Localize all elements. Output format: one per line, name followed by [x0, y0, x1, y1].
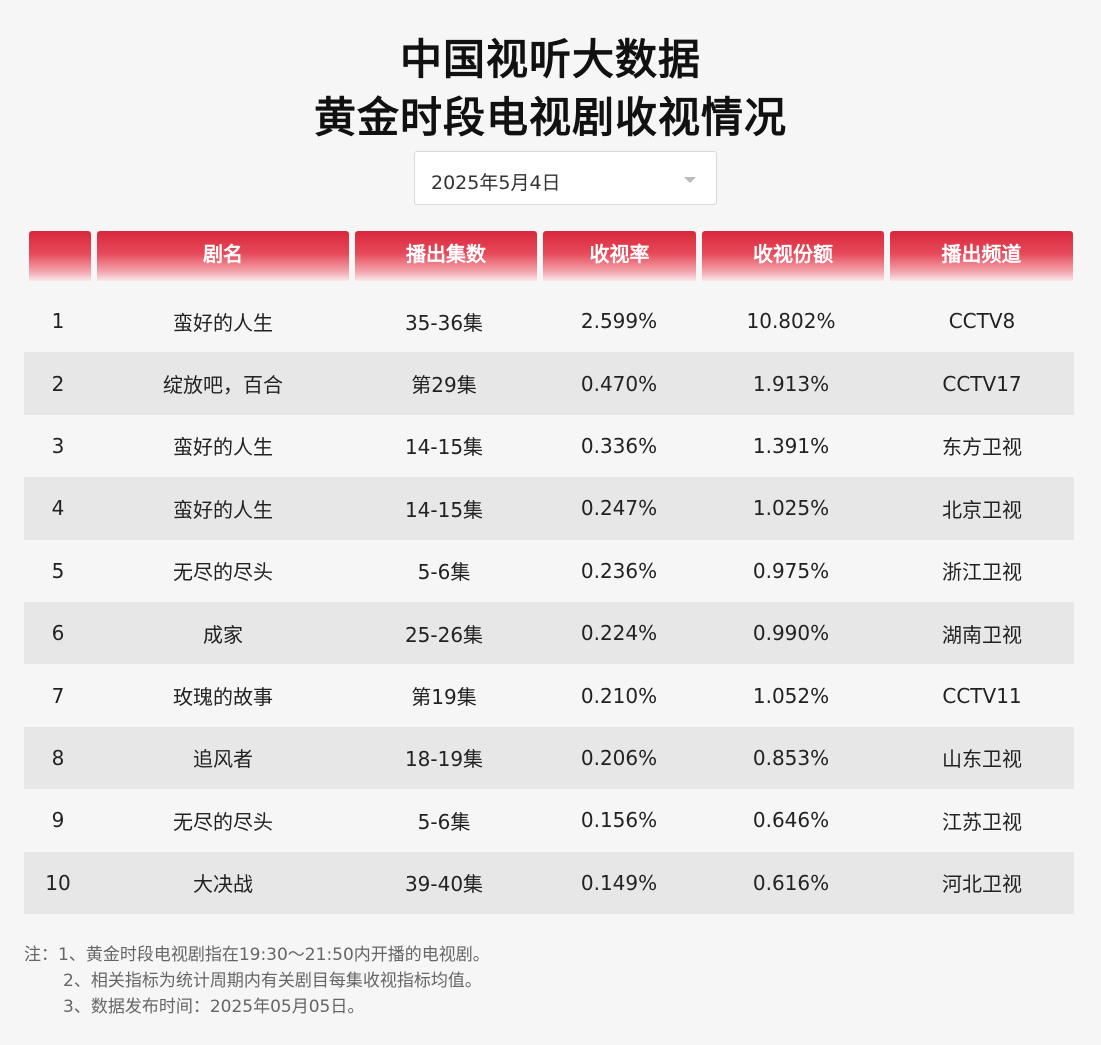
cell-episodes: 第29集: [411, 373, 477, 398]
cell-rank: 2: [51, 371, 65, 396]
cell-rating: 0.470%: [580, 371, 658, 396]
cell-channel: 江苏卫视: [942, 809, 1022, 834]
cell-rating: 0.149%: [580, 870, 658, 895]
table-header: 剧名 播出集数 收视率 收视份额 播出频道: [0, 231, 1101, 281]
cell-share: 0.990%: [752, 621, 830, 646]
cell-share: 1.391%: [752, 433, 830, 458]
cell-rank: 5: [51, 558, 65, 583]
cell-rank: 4: [51, 496, 65, 521]
cell-rating: 0.206%: [580, 745, 658, 770]
page-title-line2: 黄金时段电视剧收视情况: [313, 93, 787, 142]
cell-title: 无尽的尽头: [173, 809, 273, 834]
cell-share: 10.802%: [746, 309, 836, 334]
header-episodes: 播出集数: [355, 231, 537, 281]
table-row: 10 大决战 39-40集 0.149% 0.616% 河北卫视: [24, 851, 1074, 914]
table-row: 2 绽放吧，百合 第29集 0.470% 1.913% CCTV17: [24, 352, 1074, 415]
cell-rank: 9: [51, 808, 65, 833]
cell-channel: 东方卫视: [942, 435, 1022, 460]
cell-channel: 浙江卫视: [942, 560, 1022, 585]
date-select[interactable]: 2025年5月4日: [414, 151, 717, 205]
cell-title: 蛮好的人生: [173, 435, 273, 460]
cell-rating: 2.599%: [580, 309, 658, 334]
cell-episodes: 25-26集: [404, 622, 484, 647]
cell-channel: 湖南卫视: [942, 622, 1022, 647]
table-row: 6 成家 25-26集 0.224% 0.990% 湖南卫视: [24, 601, 1074, 665]
footnotes: 注：1、黄金时段电视剧指在19:30～21:50内开播的电视剧。 2、相关指标为…: [24, 942, 490, 1020]
cell-rank: 7: [51, 683, 65, 708]
cell-title: 蛮好的人生: [173, 310, 273, 335]
table-row: 3 蛮好的人生 14-15集 0.336% 1.391% 东方卫视: [24, 415, 1074, 477]
cell-rank: 8: [51, 745, 65, 770]
cell-episodes: 5-6集: [417, 809, 471, 834]
cell-episodes: 5-6集: [417, 560, 471, 585]
cell-channel: 北京卫视: [942, 497, 1022, 522]
footnote-1: 注：1、黄金时段电视剧指在19:30～21:50内开播的电视剧。: [24, 945, 490, 965]
cell-rating: 0.224%: [580, 621, 658, 646]
cell-rank: 6: [51, 621, 65, 646]
cell-rank: 3: [51, 433, 65, 458]
cell-rating: 0.336%: [580, 433, 658, 458]
cell-channel: 山东卫视: [942, 747, 1022, 772]
cell-rank: 1: [51, 309, 65, 334]
cell-rating: 0.210%: [580, 683, 658, 708]
cell-title: 无尽的尽头: [173, 560, 273, 585]
cell-share: 0.646%: [752, 808, 830, 833]
chevron-down-icon[interactable]: [684, 177, 696, 183]
header-channel: 播出频道: [890, 231, 1073, 281]
cell-episodes: 第19集: [411, 685, 477, 710]
cell-episodes: 14-15集: [404, 435, 484, 460]
table-row: 9 无尽的尽头 5-6集 0.156% 0.646% 江苏卫视: [24, 789, 1074, 851]
cell-title: 玫瑰的故事: [173, 685, 273, 710]
page-title-line1: 中国视听大数据: [399, 35, 701, 84]
header-title: 剧名: [97, 231, 349, 281]
cell-episodes: 18-19集: [404, 747, 484, 772]
cell-episodes: 35-36集: [404, 310, 484, 335]
cell-title: 蛮好的人生: [173, 497, 273, 522]
cell-rating: 0.156%: [580, 808, 658, 833]
header-rating: 收视率: [543, 231, 696, 281]
cell-title: 大决战: [193, 872, 253, 897]
cell-episodes: 14-15集: [404, 497, 484, 522]
cell-share: 0.616%: [752, 870, 830, 895]
header-rank: [29, 231, 91, 281]
cell-rank: 10: [45, 870, 71, 895]
footnote-3: 3、数据发布时间：2025年05月05日。: [63, 997, 365, 1017]
table-row: 5 无尽的尽头 5-6集 0.236% 0.975% 浙江卫视: [24, 540, 1074, 602]
header-share: 收视份额: [702, 231, 884, 281]
cell-rating: 0.236%: [580, 558, 658, 583]
table-body: 1 蛮好的人生 35-36集 2.599% 10.802% CCTV8 2 绽放吧，百合 第29…: [24, 290, 1074, 914]
cell-share: 0.975%: [752, 558, 830, 583]
cell-share: 1.052%: [752, 683, 830, 708]
cell-rating: 0.247%: [580, 496, 658, 521]
cell-channel: CCTV17: [942, 371, 1022, 396]
table-row: 1 蛮好的人生 35-36集 2.599% 10.802% CCTV8: [24, 290, 1074, 352]
cell-episodes: 39-40集: [404, 872, 484, 897]
cell-title: 绽放吧，百合: [163, 373, 283, 398]
footnote-2: 2、相关指标为统计周期内有关剧目每集收视指标均值。: [63, 971, 482, 991]
cell-share: 0.853%: [752, 745, 830, 770]
cell-share: 1.025%: [752, 496, 830, 521]
table-row: 8 追风者 18-19集 0.206% 0.853% 山东卫视: [24, 726, 1074, 790]
cell-channel: CCTV11: [942, 683, 1022, 708]
cell-share: 1.913%: [752, 371, 830, 396]
cell-title: 成家: [203, 622, 243, 647]
cell-title: 追风者: [193, 747, 253, 772]
table-row: 4 蛮好的人生 14-15集 0.247% 1.025% 北京卫视: [24, 477, 1074, 540]
cell-channel: 河北卫视: [942, 872, 1022, 897]
cell-channel: CCTV8: [948, 309, 1016, 334]
table-row: 7 玫瑰的故事 第19集 0.210% 1.052% CCTV11: [24, 664, 1074, 726]
date-select-value: 2025年5月4日: [431, 172, 561, 194]
